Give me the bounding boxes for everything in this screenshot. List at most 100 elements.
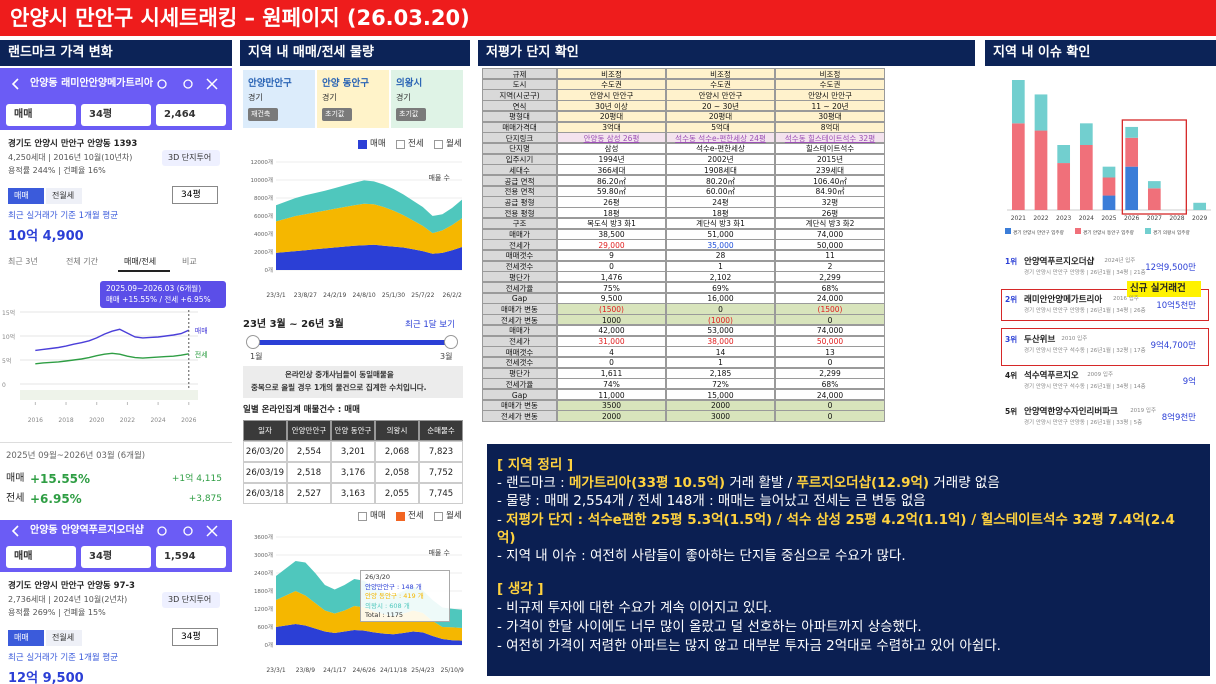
legend-check[interactable] bbox=[358, 140, 367, 149]
valuation-text: 0 bbox=[827, 411, 833, 421]
valuation-text: 15,000 bbox=[707, 390, 734, 400]
table-cell: 3,201 bbox=[331, 441, 375, 462]
legend-swatch bbox=[1075, 228, 1081, 234]
valuation-cell: 전세가 변동 bbox=[482, 410, 557, 422]
table-title: 일별 온라인집계 매물건수 : 매매 bbox=[243, 405, 360, 415]
filter-dropdown[interactable]: 1,594 bbox=[156, 546, 226, 568]
x-tick-label: 24/6/26 bbox=[353, 667, 376, 674]
valuation-cell: 18평 bbox=[666, 207, 775, 219]
deal-tab[interactable]: 매매 bbox=[8, 630, 44, 646]
valuation-text: 24,000 bbox=[816, 390, 844, 400]
valuation-text: 26평 bbox=[603, 197, 620, 207]
valuation-cell: 복도식 방3 화1 bbox=[557, 217, 666, 229]
y-tick-label: 4000개 bbox=[254, 230, 273, 238]
valuation-cell: 106.40㎡ bbox=[775, 175, 885, 187]
deal-tab[interactable]: 매매 bbox=[8, 188, 44, 204]
valuation-cell: 안양시 만안구 bbox=[666, 89, 775, 101]
summary-text: 거래 활발 / bbox=[725, 475, 797, 491]
valuation-cell: 2015년 bbox=[775, 153, 885, 165]
callout: 신규 실거래건 bbox=[1127, 281, 1201, 297]
tour-button[interactable]: 3D 단지투어 bbox=[162, 150, 220, 166]
valuation-text: 0 bbox=[718, 304, 723, 314]
valuation-cell: 전용 평형 bbox=[482, 207, 557, 219]
valuation-cell: 세대수 bbox=[482, 164, 557, 176]
legend-check[interactable] bbox=[396, 512, 405, 521]
valuation-cell: 3억대 bbox=[557, 121, 666, 133]
tooltip-line: 안양 동안구 : 419 개 bbox=[365, 592, 424, 600]
axis-label: 매물 수 bbox=[428, 174, 450, 182]
valuation-cell: 14 bbox=[666, 346, 775, 358]
deal-tab[interactable]: 전월세 bbox=[46, 188, 82, 204]
rank-detail: 경기 안양시 만안구 안양동 | 26년1월 | 34평 | 26층 bbox=[1024, 308, 1146, 314]
region-province: 경기 bbox=[248, 93, 263, 102]
size-dropdown[interactable]: 34평 bbox=[172, 628, 218, 646]
valuation-text: 1908세대 bbox=[704, 165, 737, 175]
valuation-cell: 75% bbox=[557, 282, 666, 294]
filter-label: 34평 bbox=[89, 551, 113, 562]
legend-label: 월세 bbox=[446, 139, 462, 149]
supply-bar bbox=[1057, 145, 1071, 164]
app-header: 안양동 안양역푸르지오더샵 bbox=[0, 520, 232, 542]
valuation-cell: 1 bbox=[666, 356, 775, 369]
valuation-cell: Gap bbox=[482, 292, 557, 304]
avg-label: 최근 실거래가 기준 1개월 평균 bbox=[8, 653, 119, 663]
valuation-cell: 매매갯수 bbox=[482, 346, 557, 358]
valuation-cell: 18평 bbox=[557, 207, 666, 219]
valuation-text: 2 bbox=[827, 262, 833, 272]
valuation-cell: 매매가 변동 bbox=[482, 399, 557, 411]
filter-dropdown[interactable]: 매매 bbox=[6, 104, 76, 126]
valuation-text: 0 bbox=[609, 262, 614, 272]
valuation-text: (1500) bbox=[599, 304, 624, 314]
valuation-text: 세대수 bbox=[509, 165, 530, 175]
table-value: 26/03/18 bbox=[245, 489, 285, 499]
table-cell: 2,055 bbox=[375, 483, 419, 504]
stock-area bbox=[276, 203, 462, 254]
filter-dropdown[interactable]: 34평 bbox=[81, 546, 151, 568]
table-value: 7,823 bbox=[428, 447, 454, 457]
valuation-text: 3억대 bbox=[602, 123, 621, 132]
filter-dropdown[interactable]: 매매 bbox=[6, 546, 76, 568]
deal-tab[interactable]: 전월세 bbox=[46, 630, 82, 646]
valuation-cell: 1,476 bbox=[557, 271, 666, 283]
valuation-text: (1000) bbox=[708, 315, 733, 325]
valuation-cell: 0 bbox=[775, 356, 885, 369]
valuation-text: 삼성 bbox=[604, 144, 619, 154]
summary-line: - 물량 : 매매 2,554개 / 전세 148개 : 매매는 늘어났고 전세… bbox=[497, 492, 1187, 510]
complex-name: 안양동 래미안안양메가트리아 bbox=[30, 78, 154, 89]
x-tick-label: 23/8/9 bbox=[296, 667, 315, 674]
valuation-cell: 삼성 bbox=[557, 142, 666, 155]
region-card[interactable]: 안양만안구 경기 재건축 bbox=[243, 70, 315, 128]
complex-info: 2,736세대 | 2024년 10월(2년차) bbox=[8, 595, 128, 604]
summary-text: [ 생각 ] bbox=[497, 581, 544, 597]
summary-line: [ 생각 ] bbox=[497, 580, 1187, 598]
region-card[interactable]: 안양 동안구 경기 초기값 bbox=[317, 70, 389, 128]
region-card[interactable]: 의왕시 경기 초기값 bbox=[391, 70, 463, 128]
filter-row: 매매 34평 1,594 bbox=[0, 542, 232, 572]
chart-tab: 전체 기간 bbox=[66, 257, 98, 266]
supply-bar bbox=[1034, 130, 1048, 210]
legend-check[interactable] bbox=[358, 512, 367, 521]
size-dropdown[interactable]: 34평 bbox=[172, 186, 218, 204]
valuation-text: 24,000 bbox=[816, 294, 844, 304]
rank-year: 2009 입주 bbox=[1087, 372, 1114, 378]
slider-handle[interactable] bbox=[246, 335, 260, 349]
legend-check[interactable] bbox=[434, 140, 443, 149]
slider-handle[interactable] bbox=[444, 335, 458, 349]
legend-check[interactable] bbox=[396, 140, 405, 149]
address: 경기도 안양시 만안구 안양동 97-3 bbox=[8, 581, 135, 591]
valuation-text: 24평 bbox=[712, 197, 729, 207]
table-cell: 3,163 bbox=[331, 483, 375, 504]
region-badge: 초기값 bbox=[396, 108, 426, 121]
valuation-cell: 11,000 bbox=[557, 389, 666, 401]
valuation-cell: 366세대 bbox=[557, 164, 666, 176]
x-tick-label: 2021 bbox=[1011, 215, 1026, 222]
filter-dropdown[interactable]: 2,464 bbox=[156, 104, 226, 126]
rank-name: 석수역푸르지오 bbox=[1024, 371, 1079, 381]
summary-text: 메가트리아(33평 10.5억) bbox=[568, 475, 726, 491]
tour-button[interactable]: 3D 단지투어 bbox=[162, 592, 220, 608]
valuation-cell: 연식 bbox=[482, 100, 557, 112]
legend-check[interactable] bbox=[434, 512, 443, 521]
valuation-text: 석수동 힐스테이트석수 32평 bbox=[784, 133, 876, 143]
filter-dropdown[interactable]: 34평 bbox=[81, 104, 151, 126]
valuation-cell: 전용 면적 bbox=[482, 185, 557, 197]
